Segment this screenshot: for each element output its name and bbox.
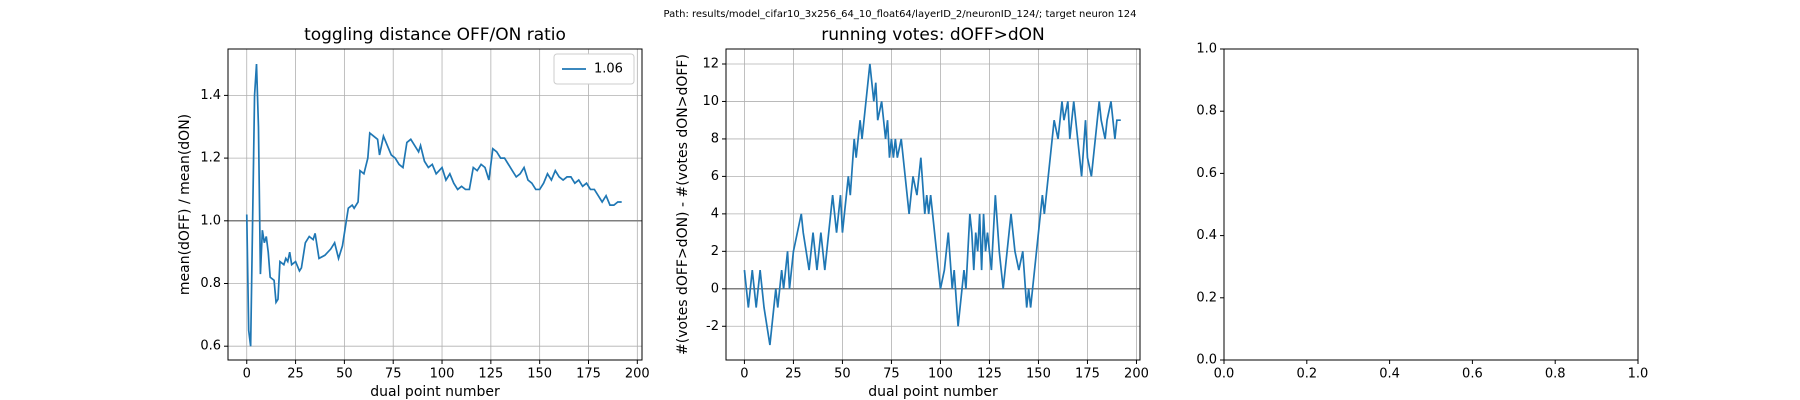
y-tick-label: 8 bbox=[711, 131, 719, 146]
y-tick-label: 0.2 bbox=[1196, 290, 1217, 305]
x-tick-label: 0.2 bbox=[1296, 367, 1317, 382]
legend-label: 1.06 bbox=[594, 62, 623, 77]
x-tick-label: 25 bbox=[785, 367, 802, 382]
x-tick-label: 150 bbox=[527, 367, 552, 382]
chart-title: running votes: dOFF>dON bbox=[821, 25, 1044, 45]
y-tick-label: 10 bbox=[702, 94, 719, 109]
x-axis-label: dual point number bbox=[868, 384, 998, 400]
y-tick-label: 4 bbox=[711, 206, 719, 221]
y-tick-label: 1.2 bbox=[200, 151, 221, 166]
y-tick-label: 0.6 bbox=[200, 339, 221, 354]
y-tick-label: 0.4 bbox=[1196, 228, 1217, 243]
x-tick-label: 100 bbox=[430, 367, 455, 382]
x-tick-label: 175 bbox=[1075, 367, 1100, 382]
y-tick-label: 0.8 bbox=[200, 276, 221, 291]
x-tick-label: 0 bbox=[740, 367, 748, 382]
plot-frame bbox=[1223, 48, 1639, 361]
x-tick-label: 1.0 bbox=[1628, 367, 1649, 382]
y-tick-label: 6 bbox=[711, 169, 719, 184]
x-axis-label: dual point number bbox=[370, 384, 500, 400]
y-axis-label: mean(dOFF) / mean(dON) bbox=[177, 114, 193, 295]
data-line bbox=[743, 63, 1121, 346]
y-axis-label: #(votes dOFF>dON) - #(votes dON>dOFF) bbox=[675, 54, 691, 355]
x-tick-label: 125 bbox=[977, 367, 1002, 382]
x-tick-label: 75 bbox=[883, 367, 900, 382]
plot-frame bbox=[725, 48, 1141, 361]
y-tick-label: 0 bbox=[711, 281, 719, 296]
x-tick-label: 175 bbox=[576, 367, 601, 382]
y-tick-label: 1.4 bbox=[200, 88, 221, 103]
x-tick-label: 150 bbox=[1026, 367, 1051, 382]
x-tick-label: 0.4 bbox=[1379, 367, 1400, 382]
y-tick-label: 1.0 bbox=[200, 213, 221, 228]
y-tick-label: -2 bbox=[706, 319, 719, 334]
x-tick-label: 75 bbox=[385, 367, 402, 382]
data-line bbox=[245, 63, 622, 347]
plot-frame bbox=[227, 48, 643, 361]
suptitle: Path: results/model_cifar10_3x256_64_10_… bbox=[664, 9, 1137, 20]
x-tick-label: 0.8 bbox=[1545, 367, 1566, 382]
y-tick-label: 0.8 bbox=[1196, 104, 1217, 119]
legend-box bbox=[553, 53, 635, 85]
y-tick-label: 0.0 bbox=[1196, 353, 1217, 368]
chart-title: toggling distance OFF/ON ratio bbox=[304, 25, 566, 45]
y-tick-label: 0.6 bbox=[1196, 166, 1217, 181]
x-tick-label: 200 bbox=[625, 367, 650, 382]
x-tick-label: 25 bbox=[287, 367, 304, 382]
x-tick-label: 0.6 bbox=[1462, 367, 1483, 382]
x-tick-label: 0 bbox=[243, 367, 251, 382]
x-tick-label: 50 bbox=[336, 367, 353, 382]
y-tick-label: 2 bbox=[711, 244, 719, 259]
y-tick-label: 12 bbox=[702, 56, 719, 71]
x-tick-label: 200 bbox=[1124, 367, 1149, 382]
y-tick-label: 1.0 bbox=[1196, 42, 1217, 57]
x-tick-label: 50 bbox=[834, 367, 851, 382]
x-tick-label: 100 bbox=[928, 367, 953, 382]
x-tick-label: 0.0 bbox=[1214, 367, 1235, 382]
x-tick-label: 125 bbox=[478, 367, 503, 382]
